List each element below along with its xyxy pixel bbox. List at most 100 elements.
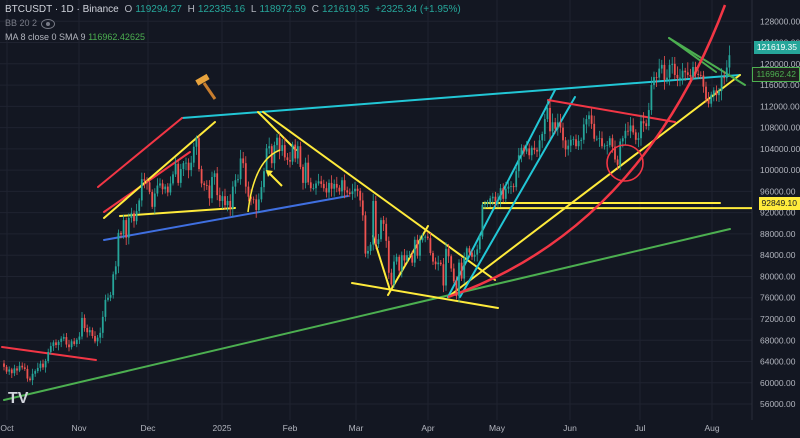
x-tick-label: Dec xyxy=(140,423,156,433)
candle-body xyxy=(549,107,551,132)
candle-body xyxy=(99,332,102,338)
candle-body xyxy=(671,63,674,65)
candle-body xyxy=(471,252,473,257)
candle-body xyxy=(39,363,42,368)
candle-body xyxy=(504,188,507,199)
y-tick-label: 88000.00 xyxy=(760,229,796,239)
candle-body xyxy=(395,256,398,262)
candle-body xyxy=(364,215,367,254)
x-tick-label: Oct xyxy=(0,423,14,433)
candle-body xyxy=(354,188,356,192)
y-tick-label: 56000.00 xyxy=(760,399,796,409)
candle-body xyxy=(57,341,60,346)
candle-body xyxy=(351,191,354,195)
candle-body xyxy=(416,239,419,256)
eye-icon[interactable] xyxy=(41,18,56,29)
high-label: H xyxy=(187,4,195,15)
candle-body xyxy=(458,262,460,297)
candle-body xyxy=(627,130,629,132)
candle-body xyxy=(146,180,148,183)
candle-body xyxy=(460,262,463,279)
candle-body xyxy=(616,159,619,165)
yellow-descending-line xyxy=(262,111,496,281)
candle-body xyxy=(434,261,437,265)
candle-body xyxy=(325,188,328,193)
candle-body xyxy=(127,217,130,238)
blue-trend-line xyxy=(103,195,349,241)
candle-body xyxy=(478,236,481,250)
candle-body xyxy=(299,146,302,167)
candle-body xyxy=(632,125,635,133)
candle-body xyxy=(10,369,13,374)
candle-body xyxy=(203,183,206,186)
candle-body xyxy=(720,77,723,91)
candle-body xyxy=(640,121,642,139)
open-label: O xyxy=(124,4,133,15)
candle-body xyxy=(481,204,484,237)
yellow-wedge-lower xyxy=(351,282,499,309)
candle-body xyxy=(523,147,525,152)
candle-body xyxy=(286,157,289,161)
candle-body xyxy=(208,185,211,199)
candle-body xyxy=(109,295,112,298)
candle-body xyxy=(486,202,489,204)
candle-body xyxy=(359,190,362,201)
candle-body xyxy=(676,74,679,79)
bb-indicator[interactable]: BB 20 2 xyxy=(5,18,56,29)
candle-body xyxy=(442,264,445,286)
candle-body xyxy=(107,297,109,300)
candle-body xyxy=(36,367,39,372)
candle-body xyxy=(169,183,172,193)
candle-body xyxy=(377,239,380,245)
candle-body xyxy=(346,190,349,193)
candle-body xyxy=(653,77,655,86)
candle-body xyxy=(252,198,255,200)
candle-body xyxy=(83,317,86,329)
candle-body xyxy=(205,185,208,186)
candle-body xyxy=(276,137,278,146)
candle-body xyxy=(21,365,24,368)
candle-body xyxy=(348,192,351,195)
y-tick-label: 84000.00 xyxy=(760,250,796,260)
candle-body xyxy=(494,196,497,202)
candle-body xyxy=(419,240,421,256)
candle-body xyxy=(187,162,190,171)
green-wedge-inner xyxy=(668,37,717,73)
close-value: 121619.35 xyxy=(322,4,370,15)
ma-indicator[interactable]: MA 8 close 0 SMA 9 116962.42625 xyxy=(5,32,145,42)
candle-body xyxy=(320,181,323,184)
candle-body xyxy=(588,115,590,120)
candle-body xyxy=(536,149,538,152)
candle-body xyxy=(572,139,575,141)
candle-body xyxy=(502,188,505,199)
candle-body xyxy=(577,140,580,147)
cyan-resistance-line xyxy=(181,74,741,119)
candle-body xyxy=(686,72,689,75)
parabolic-curve xyxy=(447,4,727,299)
candle-body xyxy=(382,220,385,224)
red-channel-upper xyxy=(97,117,183,188)
candle-body xyxy=(715,90,718,96)
change-value: +2325.34 (+1.95%) xyxy=(375,4,461,15)
candle-body xyxy=(367,250,369,254)
candle-body xyxy=(476,249,479,255)
candle-body xyxy=(689,74,692,77)
candle-body xyxy=(406,255,408,261)
candle-body xyxy=(699,74,702,76)
candle-body xyxy=(489,198,492,203)
candle-body xyxy=(606,145,609,146)
candle-body xyxy=(647,110,650,126)
symbol-label[interactable]: BTCUSDT · 1D · Binance xyxy=(5,4,119,15)
candle-body xyxy=(533,147,536,150)
candle-body xyxy=(273,145,276,164)
x-tick-label: Apr xyxy=(421,423,434,433)
candle-body xyxy=(166,186,169,193)
candle-body xyxy=(195,138,198,147)
chart-legend: BTCUSDT · 1D · Binance O 119294.27 H 12233… xyxy=(5,4,464,16)
candle-body xyxy=(385,223,388,241)
tradingview-logo[interactable]: TV xyxy=(8,390,29,407)
red-resistance-line xyxy=(547,99,676,123)
candle-body xyxy=(445,248,447,286)
candle-body xyxy=(512,186,515,188)
